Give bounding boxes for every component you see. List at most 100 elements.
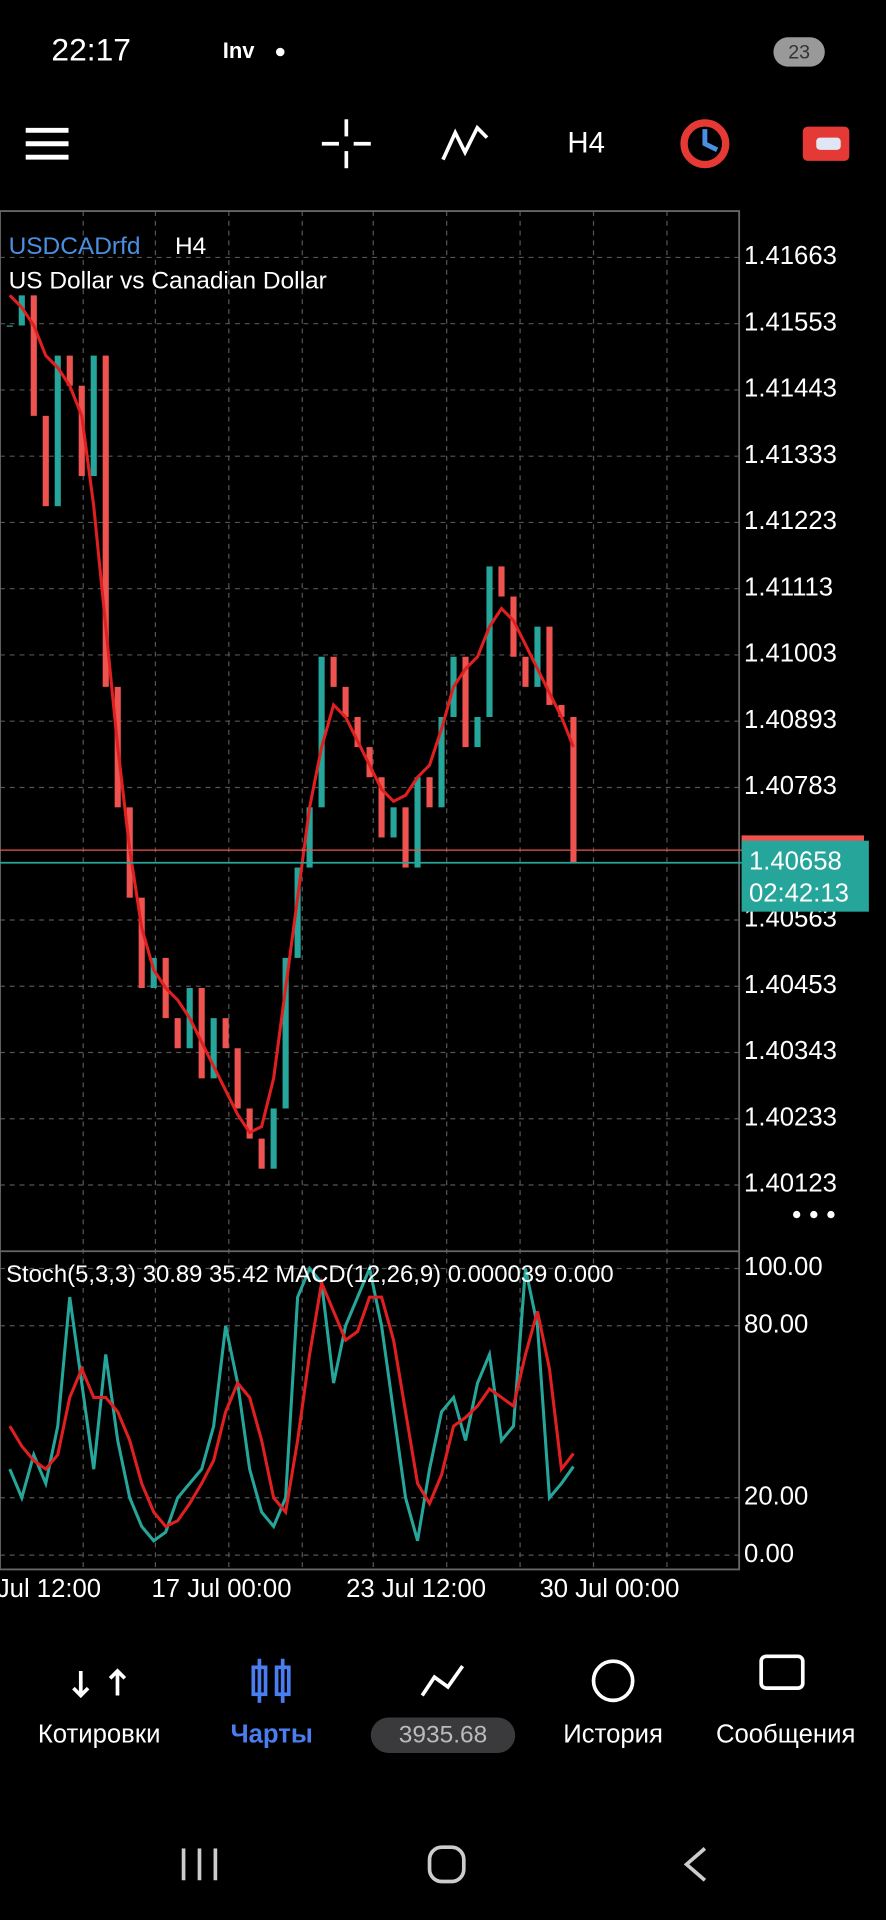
moving-average (8, 294, 575, 1135)
candle (102, 355, 109, 687)
price-box (741, 840, 869, 912)
battery-level: 23 (788, 41, 810, 63)
candle (282, 957, 289, 1109)
price-tick-label: 1.41663 (744, 242, 837, 270)
indicators-button[interactable] (441, 124, 489, 161)
price-tick-label: 1.40123 (744, 1170, 837, 1198)
quotes-icon (72, 1668, 127, 1699)
system-nav (181, 1845, 707, 1884)
candle (90, 355, 97, 477)
candle (570, 716, 577, 863)
nav-balance: 3935.68 (399, 1721, 487, 1748)
plot (0, 294, 742, 1543)
price-tick-label: 1.40783 (744, 772, 837, 800)
candle (150, 957, 157, 989)
symbol-description: US Dollar vs Canadian Dollar (9, 268, 327, 295)
candle (138, 897, 145, 989)
price-tick-label: 1.40893 (744, 706, 837, 734)
indicator-tick-label: 0.00 (744, 1540, 794, 1568)
nav-charts[interactable]: Чарты (231, 1721, 313, 1749)
status-time: 22:17 (51, 31, 131, 67)
candle (234, 1048, 241, 1109)
status-dot (275, 47, 285, 57)
symbol[interactable]: USDCADrfd (9, 233, 141, 260)
indicator-tick-label: 80.00 (744, 1311, 808, 1339)
candle (390, 807, 397, 838)
time-tick-label: 17 Jul 00:00 (152, 1575, 292, 1603)
candle (6, 325, 13, 327)
candle (318, 656, 325, 808)
balance-pill[interactable] (370, 1717, 516, 1753)
price-tick-label: 1.41223 (744, 507, 837, 535)
candle (306, 807, 313, 868)
candle (414, 777, 421, 868)
candle (426, 777, 433, 808)
clock-button[interactable] (680, 119, 730, 169)
candle (546, 626, 553, 705)
candle (402, 807, 409, 868)
time-tick-label: 23 Jul 12:00 (346, 1575, 486, 1603)
more-button[interactable] (792, 1210, 835, 1219)
candle (66, 355, 73, 386)
candle (174, 1018, 181, 1049)
battery (773, 37, 825, 67)
indicator-label: Stoch(5,3,3) 30.89 35.42 MACD(12,26,9) 0… (6, 1261, 614, 1288)
candle (378, 777, 385, 838)
menu-button[interactable] (25, 127, 69, 160)
price-tick-label: 1.40343 (744, 1037, 837, 1065)
candle (474, 716, 481, 748)
candle (558, 704, 565, 717)
candle (210, 1018, 217, 1079)
status-badge: Inv (223, 38, 256, 63)
candle (342, 686, 349, 717)
stoch-signal (8, 1277, 575, 1529)
candle (354, 716, 361, 748)
candle (270, 1108, 277, 1169)
timeframe-button[interactable]: H4 (567, 127, 605, 160)
price-label: 1.40658 (749, 848, 842, 876)
candle (258, 1138, 265, 1169)
candle (78, 385, 85, 477)
clock-hand (702, 129, 719, 153)
price-tick-label: 1.41553 (744, 308, 837, 336)
time-tick-label: Jul 12:00 (0, 1575, 101, 1603)
price-tick-label: 1.40233 (744, 1103, 837, 1131)
crosshair-button[interactable] (321, 119, 371, 169)
countdown-label: 02:42:13 (749, 879, 849, 907)
nav-messages[interactable]: Сообщения (716, 1721, 855, 1749)
candle (54, 355, 61, 507)
charts-icon (251, 1658, 291, 1703)
candle (294, 867, 301, 958)
time-tick-label: 30 Jul 00:00 (539, 1575, 679, 1603)
candle (510, 596, 517, 657)
trade-icon-nav (420, 1665, 465, 1697)
candle (330, 656, 337, 687)
chart-frame (0, 210, 741, 1571)
messages-icon (759, 1654, 805, 1690)
candle (534, 626, 541, 687)
nav-history[interactable]: История (563, 1721, 663, 1749)
indicator-tick-label: 100.00 (744, 1253, 823, 1281)
candle (486, 566, 493, 717)
candle (438, 716, 445, 808)
stoch-main (8, 1263, 575, 1543)
candle (246, 1108, 253, 1139)
history-icon (591, 1659, 635, 1703)
candle (498, 566, 505, 597)
price-tick-label: 1.41333 (744, 441, 837, 469)
candle (18, 295, 25, 326)
candle (462, 656, 469, 748)
indicator-tick-label: 20.00 (744, 1483, 808, 1511)
candle (222, 1018, 229, 1049)
trade-icon (816, 137, 841, 150)
grid (0, 211, 740, 1570)
price-tick-label: 1.41003 (744, 640, 837, 668)
price-tick-label: 1.40453 (744, 971, 837, 999)
nav-quotes[interactable]: Котировки (38, 1721, 161, 1749)
candle (522, 656, 529, 687)
candle (42, 415, 49, 507)
price-tick-label: 1.41443 (744, 375, 837, 403)
chart-timeframe: H4 (175, 233, 206, 260)
